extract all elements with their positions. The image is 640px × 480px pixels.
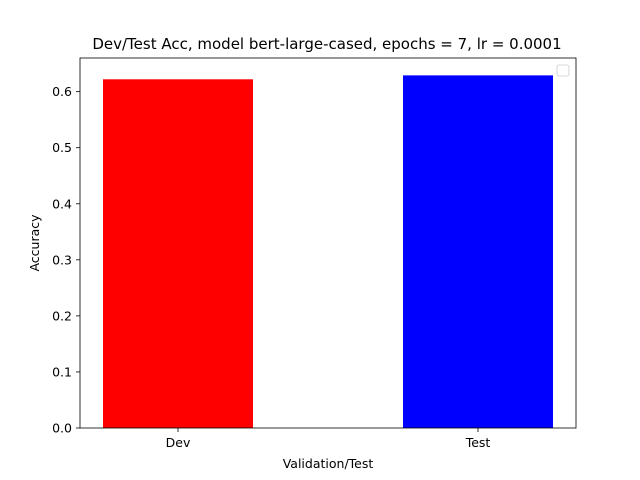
x-axis-ticks: Dev Test (166, 428, 491, 450)
chart-title: Dev/Test Acc, model bert-large-cased, ep… (92, 35, 561, 53)
y-tick-label: 0.3 (52, 252, 72, 267)
y-tick-label: 0.0 (52, 421, 72, 436)
legend-box (556, 64, 570, 77)
y-tick-label: 0.1 (52, 364, 72, 379)
x-tick-label-test: Test (465, 435, 491, 450)
bar-dev (103, 79, 253, 428)
plot-frame (79, 57, 577, 429)
y-tick-label: 0.4 (52, 196, 72, 211)
x-axis-label: Validation/Test (283, 456, 374, 471)
bars-group (103, 75, 553, 428)
y-tick-label: 0.2 (52, 308, 72, 323)
x-tick-label-dev: Dev (166, 435, 191, 450)
bar-test (403, 75, 553, 428)
y-axis-label: Accuracy (27, 214, 42, 272)
y-axis-ticks: 0.0 0.1 0.2 0.3 0.4 0.5 0.6 (52, 84, 80, 436)
y-tick-label: 0.5 (52, 140, 72, 155)
y-tick-label: 0.6 (52, 84, 72, 99)
